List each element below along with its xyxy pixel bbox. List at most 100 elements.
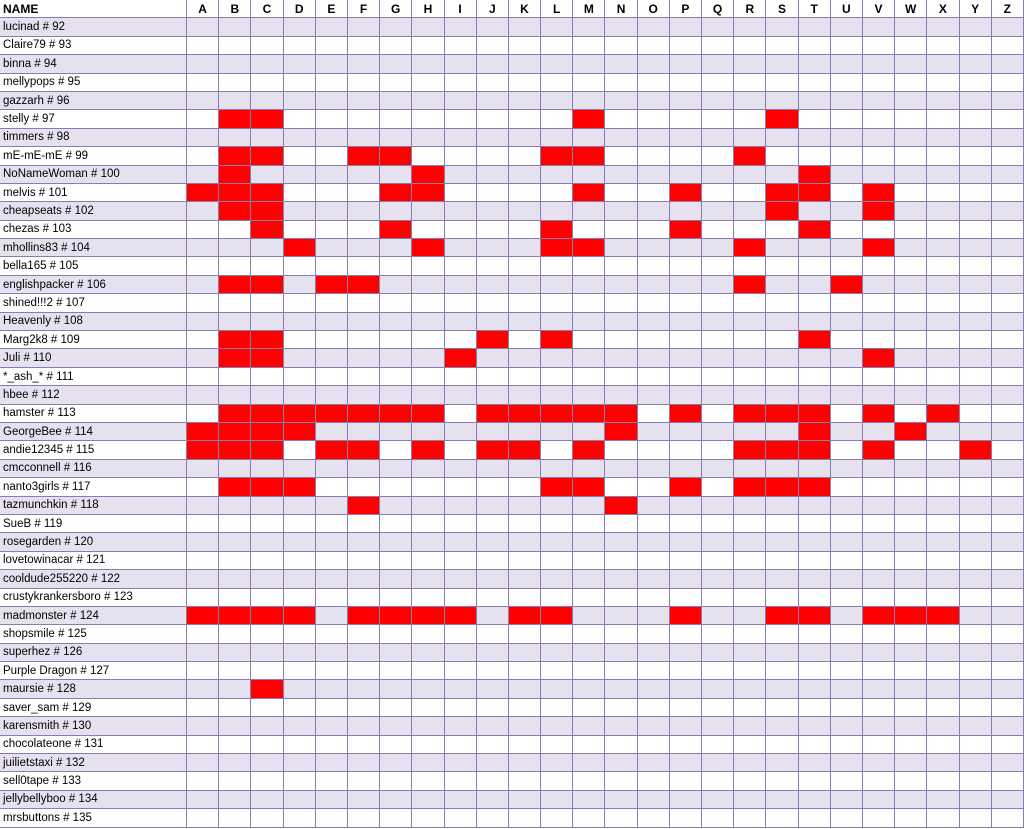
column-header-s[interactable]: S	[766, 0, 799, 19]
empty-cell-a[interactable]	[187, 275, 220, 295]
empty-cell-z[interactable]	[991, 478, 1024, 497]
empty-cell-z[interactable]	[991, 588, 1024, 607]
empty-cell-y[interactable]	[959, 625, 992, 644]
empty-cell-b[interactable]	[219, 809, 252, 828]
empty-cell-j[interactable]	[476, 496, 509, 515]
empty-cell-r[interactable]	[734, 662, 767, 681]
empty-cell-g[interactable]	[380, 312, 413, 332]
empty-cell-r[interactable]	[734, 754, 767, 773]
row-name-cell[interactable]: juilietstaxi # 132	[0, 754, 187, 773]
empty-cell-n[interactable]	[605, 257, 638, 276]
empty-cell-g[interactable]	[380, 588, 413, 607]
empty-cell-q[interactable]	[702, 441, 735, 460]
empty-cell-j[interactable]	[476, 55, 509, 74]
empty-cell-y[interactable]	[959, 717, 992, 736]
empty-cell-e[interactable]	[315, 514, 348, 534]
empty-cell-a[interactable]	[187, 147, 220, 166]
empty-cell-v[interactable]	[862, 643, 896, 663]
empty-cell-m[interactable]	[573, 331, 606, 350]
empty-cell-d[interactable]	[283, 588, 316, 607]
empty-cell-g[interactable]	[380, 386, 413, 405]
empty-cell-w[interactable]	[895, 551, 928, 571]
empty-cell-u[interactable]	[830, 55, 863, 74]
empty-cell-q[interactable]	[702, 551, 735, 571]
empty-cell-u[interactable]	[830, 331, 863, 350]
empty-cell-m[interactable]	[573, 275, 606, 295]
empty-cell-p[interactable]	[669, 754, 702, 773]
empty-cell-g[interactable]	[380, 809, 413, 828]
empty-cell-e[interactable]	[315, 680, 348, 699]
empty-cell-q[interactable]	[702, 422, 735, 442]
empty-cell-l[interactable]	[541, 662, 574, 681]
empty-cell-b[interactable]	[219, 680, 252, 699]
empty-cell-k[interactable]	[508, 239, 542, 258]
empty-cell-a[interactable]	[187, 662, 220, 681]
empty-cell-t[interactable]	[798, 790, 831, 810]
empty-cell-j[interactable]	[476, 570, 509, 589]
empty-cell-l[interactable]	[541, 422, 574, 442]
empty-cell-g[interactable]	[380, 73, 413, 92]
empty-cell-p[interactable]	[669, 55, 702, 74]
empty-cell-m[interactable]	[573, 606, 606, 626]
empty-cell-f[interactable]	[347, 643, 381, 663]
empty-cell-b[interactable]	[219, 367, 252, 387]
empty-cell-i[interactable]	[444, 717, 477, 736]
empty-cell-n[interactable]	[605, 386, 638, 405]
row-name-cell[interactable]: melvis # 101	[0, 183, 187, 203]
empty-cell-m[interactable]	[573, 349, 606, 368]
empty-cell-h[interactable]	[412, 717, 445, 736]
column-header-z[interactable]: Z	[991, 0, 1024, 19]
empty-cell-a[interactable]	[187, 588, 220, 607]
empty-cell-t[interactable]	[798, 551, 831, 571]
empty-cell-h[interactable]	[412, 91, 445, 111]
empty-cell-f[interactable]	[347, 422, 381, 442]
empty-cell-i[interactable]	[444, 128, 477, 148]
row-name-cell[interactable]: binna # 94	[0, 55, 187, 74]
marked-cell-p[interactable]	[669, 183, 702, 203]
empty-cell-v[interactable]	[862, 18, 896, 37]
empty-cell-w[interactable]	[895, 698, 928, 718]
empty-cell-d[interactable]	[283, 514, 316, 534]
empty-cell-q[interactable]	[702, 147, 735, 166]
empty-cell-e[interactable]	[315, 478, 348, 497]
empty-cell-j[interactable]	[476, 588, 509, 607]
marked-cell-d[interactable]	[283, 478, 316, 497]
empty-cell-k[interactable]	[508, 717, 542, 736]
marked-cell-m[interactable]	[573, 110, 606, 129]
empty-cell-r[interactable]	[734, 386, 767, 405]
empty-cell-y[interactable]	[959, 754, 992, 773]
marked-cell-c[interactable]	[251, 275, 284, 295]
empty-cell-p[interactable]	[669, 257, 702, 276]
marked-cell-c[interactable]	[251, 202, 284, 221]
empty-cell-b[interactable]	[219, 220, 252, 240]
column-header-a[interactable]: A	[187, 0, 220, 19]
empty-cell-e[interactable]	[315, 625, 348, 644]
empty-cell-c[interactable]	[251, 367, 284, 387]
marked-cell-t[interactable]	[798, 404, 831, 423]
empty-cell-l[interactable]	[541, 202, 574, 221]
empty-cell-a[interactable]	[187, 809, 220, 828]
empty-cell-t[interactable]	[798, 735, 831, 755]
empty-cell-j[interactable]	[476, 128, 509, 148]
row-name-cell[interactable]: rosegarden # 120	[0, 533, 187, 552]
empty-cell-f[interactable]	[347, 73, 381, 92]
column-header-h[interactable]: H	[412, 0, 445, 19]
empty-cell-e[interactable]	[315, 422, 348, 442]
empty-cell-e[interactable]	[315, 128, 348, 148]
empty-cell-p[interactable]	[669, 202, 702, 221]
empty-cell-f[interactable]	[347, 386, 381, 405]
empty-cell-i[interactable]	[444, 165, 477, 184]
empty-cell-k[interactable]	[508, 496, 542, 515]
empty-cell-h[interactable]	[412, 790, 445, 810]
empty-cell-w[interactable]	[895, 643, 928, 663]
empty-cell-s[interactable]	[766, 790, 799, 810]
empty-cell-e[interactable]	[315, 312, 348, 332]
row-name-cell[interactable]: tazmunchkin # 118	[0, 496, 187, 515]
column-header-w[interactable]: W	[895, 0, 928, 19]
row-name-cell[interactable]: Juli # 110	[0, 349, 187, 368]
empty-cell-i[interactable]	[444, 478, 477, 497]
empty-cell-l[interactable]	[541, 551, 574, 571]
empty-cell-i[interactable]	[444, 202, 477, 221]
row-name-cell[interactable]: nanto3girls # 117	[0, 478, 187, 497]
empty-cell-z[interactable]	[991, 183, 1024, 203]
